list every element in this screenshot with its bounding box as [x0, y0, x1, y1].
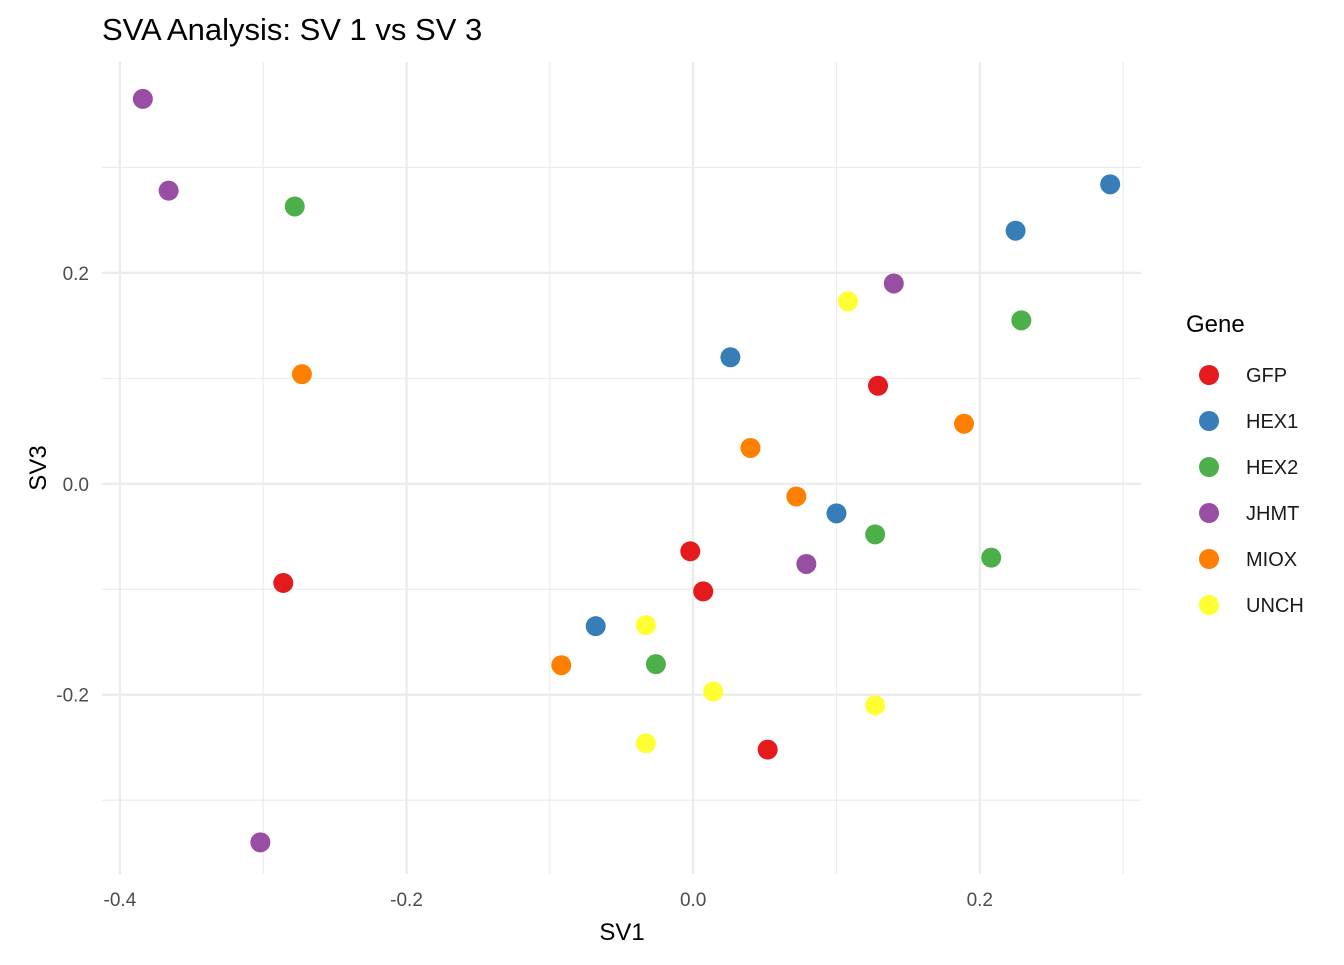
data-point-gfp: [757, 739, 778, 760]
legend-swatch-gfp: [1199, 365, 1219, 385]
data-point-miox: [954, 413, 975, 434]
legend: Gene GFP HEX1 HEX2 JHMT MIOX UNCH: [1186, 311, 1304, 617]
chart-title: SVA Analysis: SV 1 vs SV 3: [102, 12, 482, 47]
points-layer: [132, 88, 1121, 853]
legend-label-miox: MIOX: [1246, 549, 1297, 571]
data-point-miox: [786, 486, 807, 507]
data-point-unch: [635, 615, 656, 636]
legend-swatch-hex1: [1199, 411, 1219, 431]
grid-layer: [102, 62, 1141, 874]
data-point-hex1: [1005, 220, 1026, 241]
data-point-hex2: [645, 654, 666, 675]
y-axis-title: SV3: [25, 445, 52, 490]
data-point-gfp: [680, 541, 701, 562]
x-axis-title: SV1: [599, 919, 644, 946]
legend-label-unch: UNCH: [1246, 595, 1304, 617]
data-point-jhmt: [132, 88, 153, 109]
legend-swatch-unch: [1199, 595, 1219, 615]
data-point-hex1: [1100, 174, 1121, 195]
legend-label-hex1: HEX1: [1246, 411, 1298, 433]
data-point-hex1: [720, 347, 741, 368]
legend-swatch-miox: [1199, 549, 1219, 569]
data-point-miox: [551, 655, 572, 676]
legend-title: Gene: [1186, 311, 1245, 338]
y-tick-label: -0.2: [56, 686, 89, 707]
x-tick-label: -0.2: [390, 890, 423, 911]
x-axis-ticks: -0.4 -0.2 0.0 0.2: [104, 890, 993, 911]
legend-swatch-hex2: [1199, 457, 1219, 477]
legend-label-gfp: GFP: [1246, 365, 1287, 387]
legend-swatch-jhmt: [1199, 503, 1219, 523]
data-point-unch: [837, 291, 858, 312]
x-tick-label: 0.0: [680, 890, 706, 911]
y-tick-label: 0.0: [63, 475, 89, 496]
data-point-jhmt: [158, 180, 179, 201]
data-point-hex2: [1011, 310, 1032, 331]
data-point-jhmt: [250, 832, 271, 853]
data-point-unch: [635, 733, 656, 754]
data-point-miox: [291, 364, 312, 385]
data-point-hex1: [826, 503, 847, 524]
data-point-unch: [865, 695, 886, 716]
y-axis-ticks: -0.2 0.0 0.2: [56, 264, 89, 707]
data-point-gfp: [693, 581, 714, 602]
data-point-hex1: [585, 616, 606, 637]
data-point-hex2: [865, 524, 886, 545]
data-point-unch: [703, 681, 724, 702]
data-point-gfp: [273, 572, 294, 593]
data-point-miox: [740, 437, 761, 458]
x-tick-label: -0.4: [104, 890, 137, 911]
data-point-hex2: [284, 196, 305, 217]
y-tick-label: 0.2: [63, 264, 89, 285]
data-point-jhmt: [796, 553, 817, 574]
data-point-hex2: [981, 547, 1002, 568]
legend-label-hex2: HEX2: [1246, 457, 1298, 479]
x-tick-label: 0.2: [967, 890, 993, 911]
legend-items: GFP HEX1 HEX2 JHMT MIOX UNCH: [1199, 365, 1304, 617]
data-point-gfp: [868, 375, 889, 396]
legend-label-jhmt: JHMT: [1246, 503, 1299, 525]
data-point-jhmt: [883, 273, 904, 294]
